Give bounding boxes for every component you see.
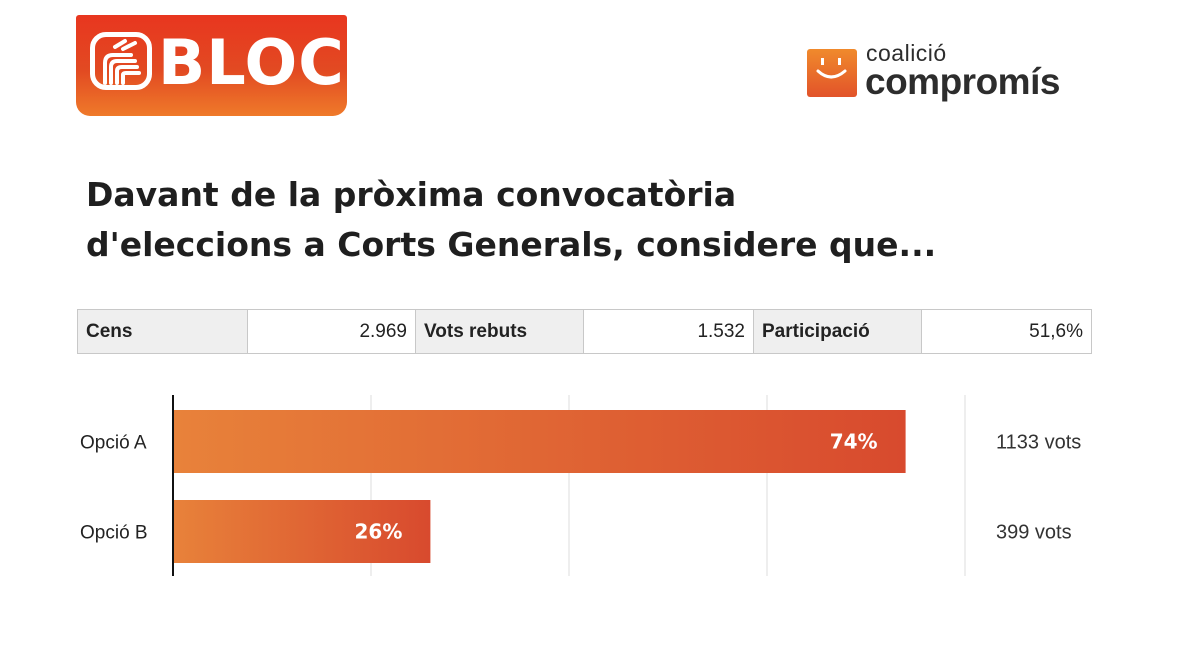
cens-label: Cens [77,309,248,354]
bar [173,500,431,563]
bar [173,410,906,473]
page-title: Davant de la pròxima convocatòria d'elec… [86,170,986,270]
category-label: Opció A [80,433,147,454]
vots-label: Vots rebuts [415,309,584,354]
data-label: 26% [355,520,403,544]
bloc-logo: BLOC [76,15,347,116]
title-line-1: Davant de la pròxima convocatòria [86,175,737,214]
data-label: 74% [830,430,878,454]
compromis-bottom-text: compromís [865,61,1060,102]
title-line-2: d'eleccions a Corts Generals, considere … [86,225,937,264]
participacio-label: Participació [753,309,922,354]
category-label: Opció B [80,523,148,544]
stats-row: Cens 2.969 Vots rebuts 1.532 Participaci… [77,309,1092,354]
vote-count-label: 399 vots [996,522,1072,544]
compromis-logo: coalició compromís [807,40,1087,112]
compromis-top-text: coalició [866,40,947,66]
bars: Opció A 74% 1133 vots Opció B 26% 399 vots [80,410,1081,563]
bloc-hand-icon [90,32,152,90]
vots-value: 1.532 [583,309,754,354]
bloc-wordmark: BLOC [158,26,345,99]
vote-count-label: 1133 vots [996,432,1081,454]
participacio-value: 51,6% [921,309,1092,354]
cens-value: 2.969 [247,309,416,354]
stats-table: Cens 2.969 Vots rebuts 1.532 Participaci… [77,309,1092,354]
smile-icon [807,49,857,97]
